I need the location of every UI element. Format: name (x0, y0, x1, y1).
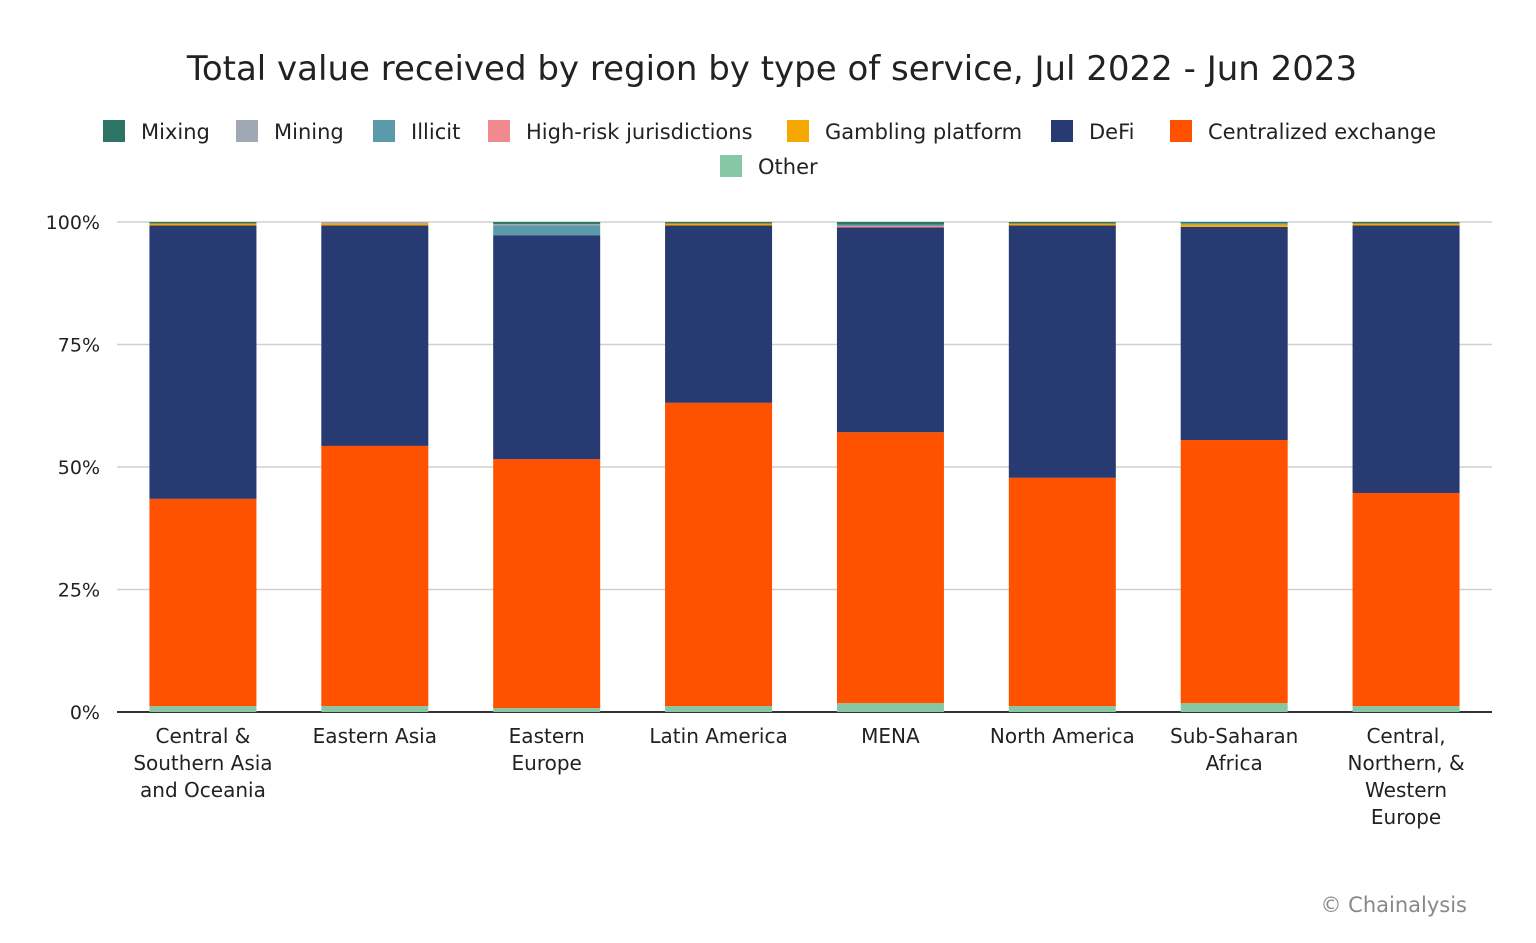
legend-swatch (1051, 120, 1073, 142)
bar-segment (149, 223, 257, 226)
bar-segment (1352, 223, 1460, 226)
legend-label: Other (758, 155, 818, 179)
bar-segment (321, 445, 429, 707)
bar-segment (1008, 223, 1116, 226)
chart-title: Total value received by region by type o… (186, 49, 1357, 89)
bar-segment (1008, 222, 1116, 224)
legend-swatch (787, 120, 809, 142)
x-tick-label: and Oceania (140, 778, 266, 802)
bar-segment (1008, 706, 1116, 712)
legend-label: Centralized exchange (1208, 120, 1436, 144)
bar-segment (1352, 225, 1460, 493)
x-tick-label: Africa (1206, 751, 1263, 775)
legend-swatch (103, 120, 125, 142)
bar-segment (1008, 225, 1116, 478)
bar-segment (836, 222, 944, 225)
y-tick-label: 0% (70, 702, 100, 724)
bar-segment (665, 222, 773, 224)
bar-segment (1008, 477, 1116, 707)
x-tick-label: Central & (156, 724, 251, 748)
bar-segment (836, 432, 944, 704)
legend-swatch (236, 120, 258, 142)
legend-label: High-risk jurisdictions (526, 120, 753, 144)
x-tick-label: Northern, & (1348, 751, 1465, 775)
bars (149, 222, 1460, 712)
bar-segment (836, 225, 944, 228)
bar-segment (665, 706, 773, 712)
x-tick-label: Sub-Saharan (1170, 724, 1298, 748)
x-tick-label: Europe (512, 751, 582, 775)
source-credit: © Chainalysis (1320, 893, 1467, 917)
bar-segment (836, 224, 944, 226)
bar-segment (321, 706, 429, 712)
x-tick-label: Eastern Asia (313, 724, 437, 748)
x-tick-label: Western (1365, 778, 1447, 802)
bar-segment (1180, 222, 1288, 225)
bar-segment (1180, 222, 1288, 223)
bar-segment (321, 222, 429, 224)
x-tick-label: MENA (861, 724, 920, 748)
bar-segment (493, 235, 601, 460)
bar-segment (321, 225, 429, 446)
x-tick-label: Central, (1366, 724, 1445, 748)
bar-segment (149, 222, 257, 224)
bar-segment (665, 402, 773, 707)
legend-item: Other (720, 155, 818, 179)
bar-segment (149, 498, 257, 707)
bar-segment (1352, 222, 1460, 224)
bar-segment (149, 706, 257, 712)
legend-label: Illicit (411, 120, 460, 144)
legend-item: High-risk jurisdictions (488, 120, 753, 144)
bar-segment (493, 459, 601, 709)
bar-segment (665, 225, 773, 403)
bar-segment (493, 223, 601, 226)
y-tick-label: 100% (46, 212, 100, 234)
x-tick-label: Eastern (509, 724, 585, 748)
legend-swatch (488, 120, 510, 142)
bar-segment (836, 227, 944, 433)
x-tick-label: Southern Asia (133, 751, 272, 775)
bar-segment (665, 223, 773, 226)
bar-segment (1180, 703, 1288, 712)
legend-swatch (373, 120, 395, 142)
bar-segment (321, 223, 429, 226)
legend-label: DeFi (1089, 120, 1134, 144)
bar-segment (1352, 706, 1460, 712)
bar-segment (493, 708, 601, 712)
x-tick-label: Europe (1371, 805, 1441, 829)
legend-swatch (1170, 120, 1192, 142)
legend-item: DeFi (1051, 120, 1134, 144)
bar-segment (149, 225, 257, 499)
legend: Mixing Mining Illicit High-risk jurisdictio… (103, 120, 1436, 179)
bar-segment (493, 225, 601, 236)
y-tick-label: 25% (58, 580, 100, 602)
bar-segment (1180, 224, 1288, 227)
bar-segment (1352, 492, 1460, 707)
legend-item: Illicit (373, 120, 460, 144)
legend-item: Mining (236, 120, 344, 144)
bar-segment (836, 703, 944, 712)
legend-label: Gambling platform (825, 120, 1022, 144)
x-axis-labels: Central & Southern Asia and Oceania Eastern… (133, 724, 1464, 829)
legend-label: Mixing (141, 120, 210, 144)
bar-segment (493, 222, 601, 224)
legend-label: Mining (274, 120, 344, 144)
x-tick-label: North America (990, 724, 1135, 748)
legend-item: Mixing (103, 120, 210, 144)
y-tick-label: 50% (58, 457, 100, 479)
legend-item: Centralized exchange (1170, 120, 1436, 144)
bar-segment (1180, 440, 1288, 704)
x-tick-label: Latin America (649, 724, 787, 748)
legend-item: Gambling platform (787, 120, 1022, 144)
bar-segment (1180, 226, 1288, 441)
y-tick-label: 75% (58, 335, 100, 357)
legend-swatch (720, 155, 742, 177)
